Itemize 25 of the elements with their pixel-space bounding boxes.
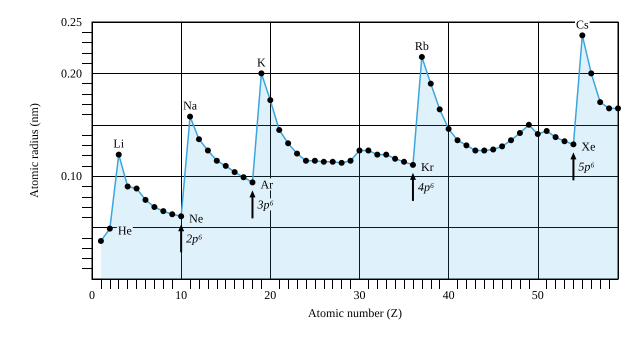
y-axis-title: Atomic radius (nm) [27, 103, 41, 198]
annotation: He [118, 224, 132, 238]
x-tick-label: 10 [175, 288, 188, 302]
annotation: 2p⁶ [186, 231, 202, 246]
annotation: 3p⁶ [256, 197, 274, 212]
annotation: Li [113, 136, 125, 151]
annotation: 4p⁶ [418, 180, 434, 194]
annotation: K [257, 55, 266, 70]
x-tick-label: 30 [353, 288, 366, 302]
x-tick-label: 40 [442, 288, 455, 302]
x-tick-label: 20 [264, 288, 276, 302]
annotation: 5p⁶ [578, 159, 595, 174]
annotation: Ne [189, 211, 204, 226]
annotation: Kr [420, 160, 434, 174]
x-tick-label: 50 [532, 288, 544, 302]
y-tick-label: 0.10 [61, 169, 82, 184]
annotation: Ar [260, 177, 274, 192]
x-tick-label: 0 [89, 288, 95, 302]
annotation: Na [183, 98, 198, 113]
y-tick-label: 0.25 [61, 15, 82, 29]
x-axis-title: Atomic number (Z) [308, 306, 402, 320]
y-tick-label: 0.20 [61, 66, 82, 80]
annotation: Xe [581, 139, 596, 154]
annotation: Rb [414, 38, 429, 53]
annotation: Cs [576, 17, 589, 32]
